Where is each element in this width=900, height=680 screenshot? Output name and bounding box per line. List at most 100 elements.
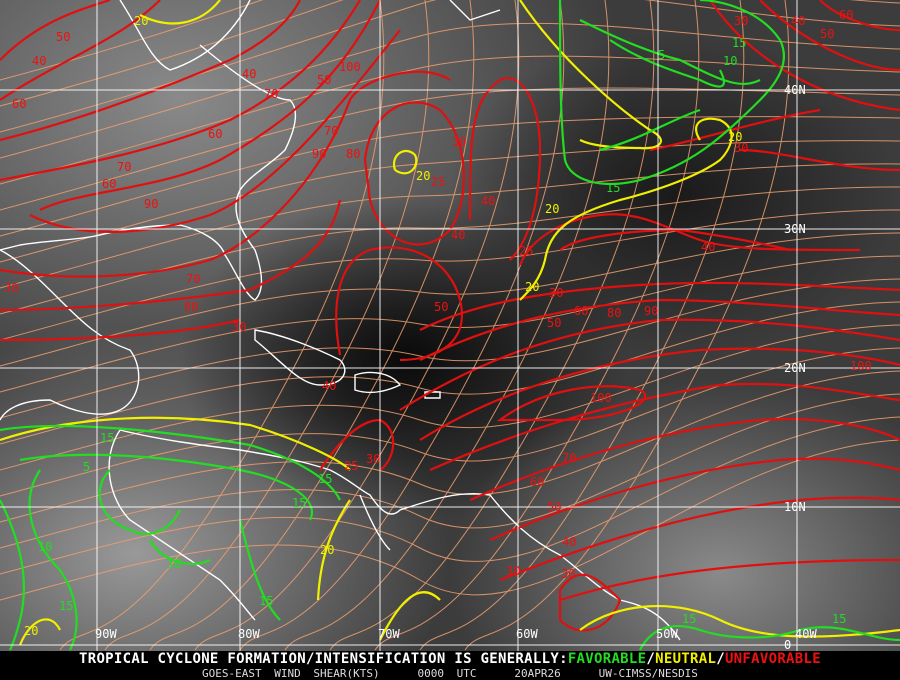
favorable-contour-label: 10 [38,540,52,554]
streamline [0,232,900,367]
product-info: GOES-EAST WIND SHEAR(KTS) 0000 UTC 20APR… [0,668,900,680]
streamline [0,22,900,159]
unfavorable-contour-label: 30 [366,452,380,466]
streamline [0,255,900,393]
unfavorable-contour-label: 25 [431,175,445,189]
favorable-label: FAVORABLE [567,651,647,667]
streamline [0,0,900,107]
legend-footer: TROPICAL CYCLONE FORMATION/INTENSIFICATI… [0,651,900,680]
unfavorable-contour-label: 30 [734,141,748,155]
streamline [239,0,565,651]
unfavorable-contour-label: 30 [549,286,563,300]
lat-lon-grid [0,0,900,651]
streamline [194,0,520,651]
unfavorable-contour-label: 50 [547,316,561,330]
neutral-contour-label: 20 [416,169,430,183]
unfavorable-contour-label: 50 [820,27,834,41]
streamline [104,0,430,651]
streamline [0,370,900,523]
unfavorable-contour-label: 25 [344,459,358,473]
neutral-contour-label: 20 [545,202,559,216]
unfavorable-contour-label: 70 [186,272,200,286]
longitude-label: 70W [378,627,400,641]
unfavorable-contour-label: 100 [590,391,612,405]
neutral-contour-label: 20 [24,624,38,638]
longitude-label: 60W [516,627,538,641]
favorable-contour-label: 15 [732,36,746,50]
unfavorable-contour-label: 100 [850,359,872,373]
unfavorable-contour-label: 40 [451,228,465,242]
unfavorable-contour-label: 100 [339,60,361,74]
favorable-contour-label: 15 [100,431,114,445]
streamline [0,324,900,471]
unfavorable-contour-label: 40 [562,535,576,549]
unfavorable-contour-label: 60 [12,97,26,111]
unfavorable-contour-label: 60 [839,8,853,22]
streamline [0,301,900,445]
separator: / [646,651,656,667]
neutral-contour-label: 20 [525,280,539,294]
neutral-contour-label: 20 [728,130,742,144]
streamline [464,0,790,651]
valid-date: 20APR26 [514,667,561,680]
neutral-label: NEUTRAL [655,651,717,667]
streamline [0,140,900,263]
streamline [0,393,900,549]
unfavorable-contour-label: 30 [734,14,748,28]
streamline [0,209,900,341]
favorable-contour-label: 15 [682,612,696,626]
streamline [374,0,700,651]
unfavorable-contour-label: 30 [232,320,246,334]
unfavorable-contour-label: 90 [644,304,658,318]
favorable-contour-label: 15 [259,594,273,608]
neutral-contour-label: 20 [134,14,148,28]
product-name: GOES-EAST WIND SHEAR(KTS) [202,667,380,680]
unfavorable-contour-label: 50 [56,30,70,44]
unfavorable-contour-label: 80 [184,300,198,314]
latitude-label: 40N [784,83,806,97]
longitude-label: 80W [238,627,260,641]
unfavorable-contour-label: 70 [562,451,576,465]
favorable-contour-label: 15 [59,599,73,613]
valid-time: 0000 UTC [417,667,477,680]
unfavorable-contour-label: 40 [322,379,336,393]
streamline [0,116,900,237]
favorable-contour-label: 15 [292,496,306,510]
longitude-label: 90W [95,627,117,641]
unfavorable-contour-label: 70 [264,87,278,101]
unfavorable-contour-label: 70 [117,160,131,174]
separator: / [716,651,725,667]
unfavorable-contour-label: 25 [519,244,533,258]
unfavorable-contour-label: 30 [452,135,466,149]
favorability-legend: TROPICAL CYCLONE FORMATION/INTENSIFICATI… [0,651,900,668]
unfavorable-contour-label: 40 [481,194,495,208]
unfavorable-contour-label: 80 [346,147,360,161]
latitude-label: 0 [784,638,791,651]
headline-text: TROPICAL CYCLONE FORMATION/INTENSIFICATI… [79,651,568,667]
latitude-label: 30N [784,222,806,236]
unfavorable-contour-label: 50 [547,500,561,514]
unfavorable-contour-label: 60 [102,177,116,191]
favorable-contour-label: 15 [832,612,846,626]
unfavorable-contour-label: 30 [561,567,575,581]
unfavorable-contour-label: 60 [574,304,588,318]
source-credit: UW-CIMSS/NESDIS [598,667,698,680]
unfavorable-contour-label: 60 [530,475,544,489]
unfavorable-contour-label: 40 [242,67,256,81]
favorable-contour-label: 15 [606,181,620,195]
unfavorable-contour-label: 90 [312,147,326,161]
unfavorable-contour-label: 80 [607,306,621,320]
streamline [0,0,900,133]
streamline [284,0,610,651]
unfavorable-contour-label: 50 [317,73,331,87]
streamline [0,439,900,601]
unfavorable-contour-label: 70 [324,124,338,138]
streamline [149,0,475,651]
shear-contours [0,0,900,651]
map-canvas: 90W 80W 70W 60W 50W 40W 40N 30N 20N 10N 0 50 40 40 60… [0,0,900,651]
favorable-contour-label: 10 [167,557,181,571]
favorable-contour-label: 15 [318,472,332,486]
favorable-contour-label: 10 [723,54,737,68]
unfavorable-contour-label: 40 [32,54,46,68]
